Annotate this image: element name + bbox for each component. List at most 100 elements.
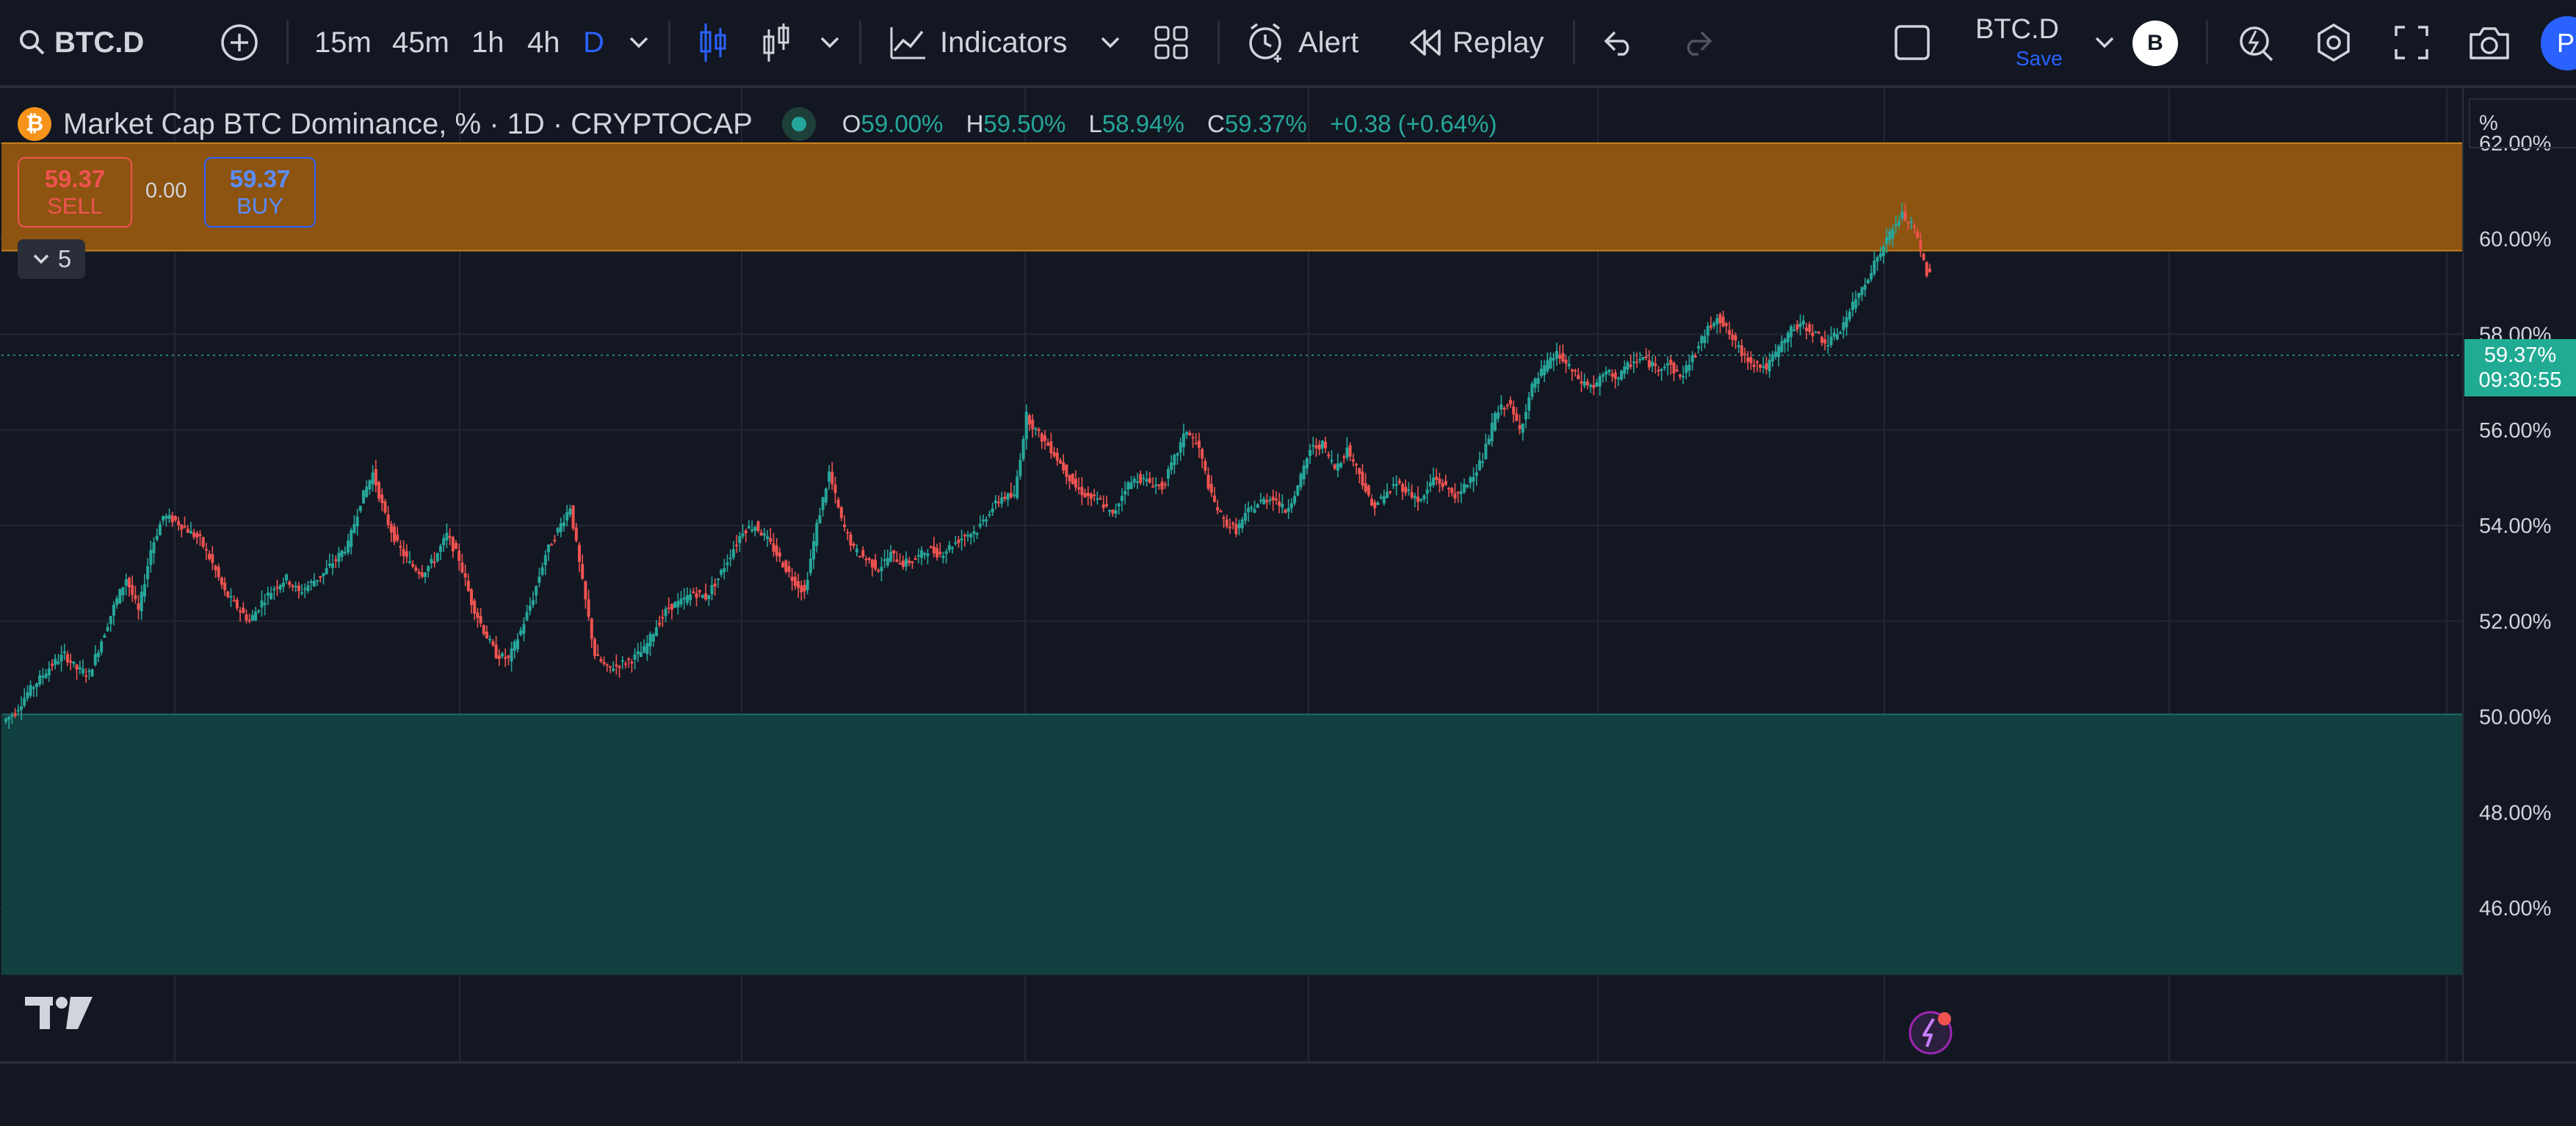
indicators-button[interactable]: Indicators	[889, 0, 1067, 85]
candle-body	[689, 594, 692, 600]
candle-body	[574, 527, 578, 541]
candle-body	[1111, 509, 1115, 514]
candle-body	[513, 641, 516, 651]
price-chart[interactable]: 62.00%60.00%58.00%56.00%54.00%52.00%50.0…	[0, 88, 2576, 1124]
candle-body	[623, 663, 627, 665]
candle-body	[448, 536, 452, 538]
candle-body	[1792, 329, 1796, 331]
toolbar-divider	[668, 21, 670, 65]
layout-dropdown[interactable]	[2090, 21, 2119, 65]
sell-button[interactable]: 59.37 SELL	[18, 157, 132, 228]
redo-button[interactable]	[1679, 21, 1718, 65]
avatar[interactable]: B	[2132, 21, 2178, 66]
save-button[interactable]: Save	[2016, 47, 2063, 70]
change-value: +0.38 (+0.64%)	[1329, 110, 1497, 137]
candle-body	[664, 609, 667, 617]
candle-body	[1682, 376, 1685, 378]
candle-body	[451, 537, 455, 552]
fullscreen-button[interactable]	[2389, 21, 2434, 65]
layout-templates-button[interactable]	[1151, 21, 1191, 65]
interval-15m[interactable]: 15m	[314, 26, 372, 59]
support-zone[interactable]	[1, 714, 2462, 976]
price-scale-label: 60.00%	[2479, 228, 2551, 251]
tradingview-logo[interactable]	[23, 992, 94, 1037]
candle-body	[1477, 460, 1481, 471]
candle-body	[1129, 482, 1133, 490]
publish-button[interactable]: P	[2541, 16, 2576, 70]
candle-body	[707, 595, 711, 600]
candle-body	[1049, 441, 1053, 454]
alert-button[interactable]: Alert	[1245, 0, 1358, 85]
interval-4h[interactable]: 4h	[527, 26, 560, 59]
price-scale[interactable]: 62.00%60.00%58.00%56.00%54.00%52.00%50.0…	[2479, 132, 2551, 920]
interval-45m[interactable]: 45m	[392, 26, 449, 59]
quick-search-button[interactable]	[2232, 21, 2276, 65]
candle-body	[134, 595, 137, 600]
candle-body	[393, 526, 397, 542]
candle-body	[1120, 495, 1124, 501]
resistance-zone[interactable]	[1, 143, 2462, 251]
layout-name[interactable]: BTC.D	[1975, 13, 2059, 45]
chart-type-dropdown[interactable]	[815, 21, 844, 65]
candle-body	[482, 625, 485, 634]
scale-unit[interactable]: %	[2469, 98, 2576, 148]
candle-body	[1867, 280, 1870, 284]
chevron-down-icon	[33, 254, 49, 264]
candle-body	[1687, 365, 1691, 371]
collapse-indicators-button[interactable]: 5	[18, 239, 85, 279]
undo-button[interactable]	[1598, 21, 1638, 65]
candle-body	[254, 611, 258, 621]
replay-button[interactable]: Replay	[1408, 0, 1544, 85]
candle-body	[192, 532, 196, 537]
candle-body	[476, 612, 480, 618]
candle-body	[750, 529, 754, 531]
candle-body	[1632, 361, 1635, 363]
candle-body	[417, 571, 421, 574]
candle-body	[1906, 222, 1910, 224]
candle-body	[1163, 484, 1167, 486]
candle-body	[991, 508, 994, 513]
candle-body	[1370, 498, 1374, 506]
select-layout-button[interactable]	[1892, 21, 1933, 65]
interval-dropdown[interactable]	[624, 21, 654, 65]
symbol-search[interactable]: BTC.D	[18, 0, 144, 85]
candle-body	[201, 537, 205, 547]
buy-button[interactable]: 59.37 BUY	[204, 157, 316, 228]
candle-body	[1386, 492, 1389, 498]
candle-body	[1302, 465, 1306, 479]
candle-body	[1875, 257, 1879, 262]
candle-body	[861, 550, 865, 557]
candle-body	[713, 584, 717, 586]
candle-body	[775, 545, 778, 556]
candle-body	[889, 551, 893, 562]
candle-body	[319, 576, 322, 578]
candle-body	[306, 585, 310, 592]
indicators-dropdown[interactable]	[1096, 21, 1125, 65]
candle-body	[1206, 474, 1210, 489]
candle-body	[358, 506, 362, 512]
candle-body	[954, 542, 958, 544]
interval-d[interactable]: D	[583, 26, 604, 59]
candle-body	[1894, 224, 1897, 226]
market-status-icon[interactable]	[781, 107, 816, 141]
candle-body	[741, 533, 745, 537]
bars-style-button[interactable]	[756, 21, 796, 65]
candle-body	[858, 556, 862, 558]
candle-body	[1512, 406, 1516, 415]
candles-button[interactable]	[693, 21, 733, 65]
candle-body	[682, 597, 686, 600]
interval-1h[interactable]: 1h	[471, 26, 504, 59]
legend-title[interactable]: Market Cap BTC Dominance, % · 1D · CRYPT…	[63, 107, 753, 140]
candle-body	[1160, 482, 1164, 490]
candle-body	[300, 592, 304, 594]
snapshot-button[interactable]	[2467, 21, 2511, 65]
candle-body	[1693, 355, 1697, 357]
candle-body	[1539, 368, 1543, 377]
settings-button[interactable]	[2312, 21, 2356, 65]
candle-body	[195, 533, 199, 538]
candle-body	[1623, 366, 1627, 374]
compare-button[interactable]	[217, 21, 261, 65]
flash-alert-button[interactable]	[1906, 1009, 1955, 1061]
candle-body	[1638, 359, 1642, 361]
candle-body	[821, 497, 825, 510]
